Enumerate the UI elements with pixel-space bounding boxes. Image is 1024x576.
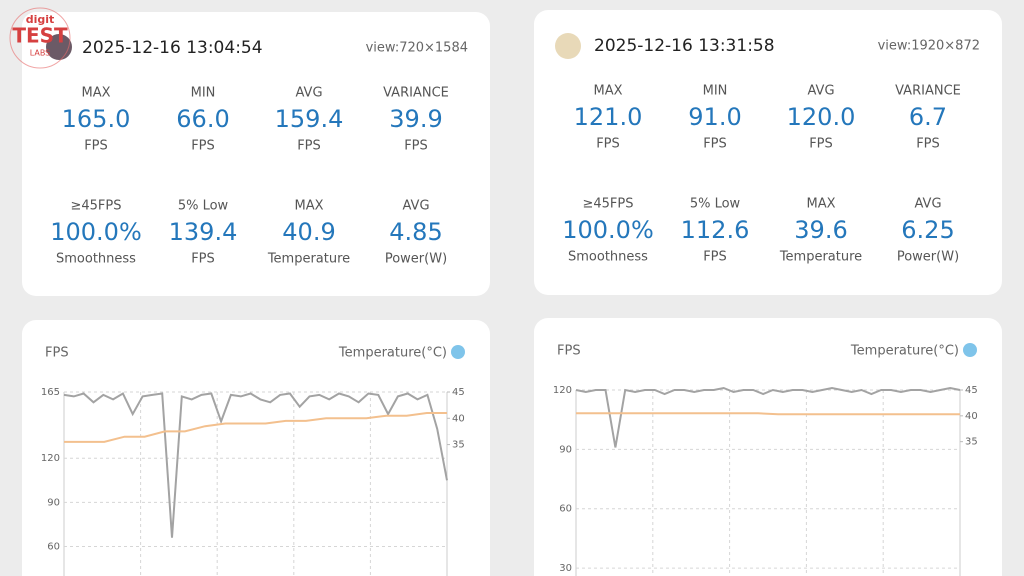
stats-card (534, 10, 1002, 295)
chart-card (22, 320, 490, 576)
stat-unit: FPS (916, 137, 940, 152)
stat-unit: FPS (703, 250, 727, 265)
swap-icon[interactable] (963, 343, 977, 357)
stat-value: 91.0 (688, 103, 741, 131)
stat-value: 6.7 (909, 103, 947, 131)
view-size: view:1920×872 (878, 39, 980, 54)
stat-value: 120.0 (787, 103, 856, 131)
stat-value: 39.6 (794, 216, 847, 244)
y2-axis-title: Temperature(°C) (850, 344, 959, 359)
y-tick-label: 165 (41, 387, 60, 398)
stat-unit: FPS (84, 139, 108, 154)
stat-unit: Temperature (267, 252, 350, 267)
stat-label: 5% Low (178, 199, 229, 214)
view-size: view:720×1584 (366, 41, 468, 56)
y2-tick-label: 40 (965, 411, 978, 422)
series-line (64, 412, 447, 443)
series-line (575, 386, 961, 448)
stat-unit: FPS (596, 137, 620, 152)
stat-label: AVG (295, 86, 322, 101)
y-tick-label: 90 (559, 444, 572, 455)
stat-unit: FPS (191, 252, 215, 267)
swap-icon[interactable] (451, 345, 465, 359)
y-tick-label: 120 (41, 453, 60, 464)
stat-unit: FPS (191, 139, 215, 154)
watermark: digit (26, 13, 55, 26)
stat-unit: FPS (809, 137, 833, 152)
y2-tick-label: 35 (452, 440, 465, 451)
stat-label: AVG (402, 199, 429, 214)
y2-tick-label: 45 (965, 385, 978, 396)
stat-value: 40.9 (282, 218, 335, 246)
timestamp: 2025-12-16 13:31:58 (594, 36, 775, 56)
watermark: TEST (12, 24, 68, 48)
stat-label: ≥45FPS (70, 199, 121, 214)
y2-tick-label: 35 (965, 437, 978, 448)
stat-label: MAX (593, 84, 622, 99)
stat-unit: FPS (703, 137, 727, 152)
stats-card (22, 12, 490, 296)
y-axis-title: FPS (557, 344, 581, 359)
chart-card (534, 318, 1002, 576)
stat-unit: Temperature (779, 250, 862, 265)
stat-value: 159.4 (275, 105, 344, 133)
y-tick-label: 60 (47, 542, 60, 553)
stat-label: AVG (807, 84, 834, 99)
stat-label: VARIANCE (383, 86, 449, 101)
stat-label: 5% Low (690, 197, 741, 212)
y-tick-label: 120 (553, 385, 572, 396)
stat-label: AVG (914, 197, 941, 212)
stat-unit: Smoothness (56, 252, 136, 267)
stat-label: MIN (703, 84, 728, 99)
stat-value: 39.9 (389, 105, 442, 133)
y2-axis-title: Temperature(°C) (338, 346, 447, 361)
stat-value: 121.0 (574, 103, 643, 131)
stat-unit: FPS (404, 139, 428, 154)
timestamp: 2025-12-16 13:04:54 (82, 38, 263, 58)
stat-value: 100.0% (50, 218, 142, 246)
stat-label: VARIANCE (895, 84, 961, 99)
stat-label: ≥45FPS (582, 197, 633, 212)
series-line (576, 412, 960, 416)
stat-label: MAX (81, 86, 110, 101)
y2-tick-label: 40 (452, 413, 465, 424)
stat-value: 139.4 (169, 218, 238, 246)
stat-unit: FPS (297, 139, 321, 154)
watermark: LABS (30, 49, 51, 58)
stat-label: MAX (806, 197, 835, 212)
avatar (555, 33, 581, 59)
y-axis-title: FPS (45, 346, 69, 361)
stat-value: 66.0 (176, 105, 229, 133)
y-tick-label: 30 (559, 563, 572, 574)
stat-unit: Power(W) (897, 250, 959, 265)
stat-label: MIN (191, 86, 216, 101)
stat-value: 4.85 (389, 218, 442, 246)
stat-unit: Power(W) (385, 252, 447, 267)
watermark-ring (9, 7, 71, 69)
stat-label: MAX (294, 199, 323, 214)
y2-tick-label: 45 (452, 387, 465, 398)
stat-value: 100.0% (562, 216, 654, 244)
y-tick-label: 90 (47, 497, 60, 508)
stat-value: 6.25 (901, 216, 954, 244)
series-line (63, 392, 448, 538)
stat-value: 165.0 (62, 105, 131, 133)
y-tick-label: 60 (559, 504, 572, 515)
stat-value: 112.6 (681, 216, 750, 244)
stat-unit: Smoothness (568, 250, 648, 265)
